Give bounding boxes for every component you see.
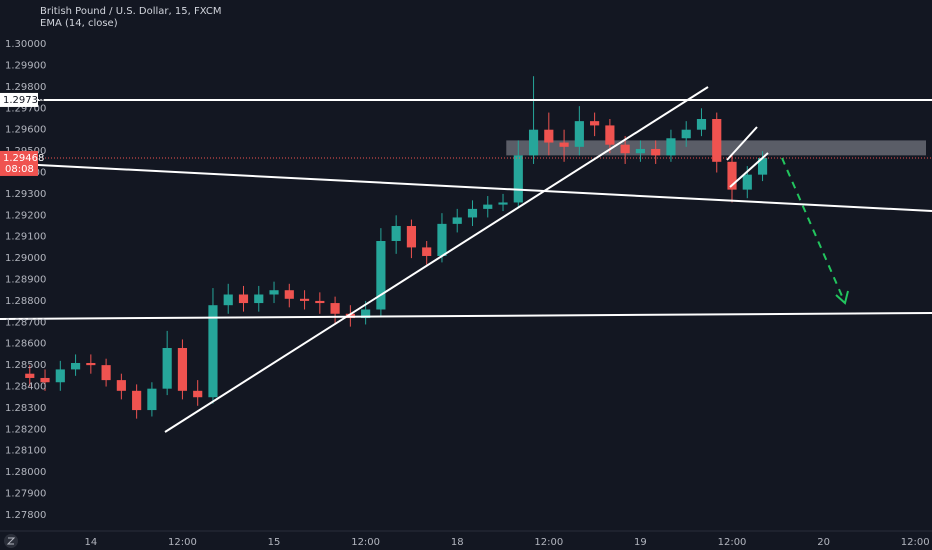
y-tick-label: 1.29200 [5,210,46,221]
candle-body [483,204,493,209]
trend-line [0,162,932,212]
y-tick-label: 1.28200 [5,424,46,435]
y-tick-label: 1.28100 [5,446,46,457]
y-tick-label: 1.28500 [5,360,46,371]
y-tick-label: 1.27900 [5,489,46,500]
candle-body [467,208,478,218]
candle-body [132,390,142,411]
y-tick-label: 1.29900 [5,60,46,71]
channel-line [726,126,758,161]
last-price-label: 1.29468 [3,153,44,164]
logo-icon [6,537,16,545]
candle-body [406,226,417,248]
candle-body [422,247,432,256]
y-tick-label: 1.28300 [5,403,46,414]
candle-body [605,125,615,145]
candle-body [269,290,279,295]
x-tick-label: 15 [268,537,281,548]
candle-body [376,240,386,310]
level-label: 1.29739 [3,95,44,106]
x-tick-label: 12:00 [168,537,197,548]
candle-body [147,388,157,411]
trend-line [164,86,709,433]
x-tick-label: 20 [817,537,830,548]
overlay: 1.27800 1.27900 1.28000 1.28100 1.28200 1.283… [0,39,930,548]
candle-body [757,157,768,175]
candle-body [162,348,172,389]
x-tick-label: 12:00 [351,537,380,548]
candle-body [361,309,371,319]
candle-body [391,226,401,241]
trend-line [0,312,932,320]
candle-body [498,202,508,205]
y-tick-label: 1.27800 [5,510,46,521]
x-tick-label: 12:00 [534,537,563,548]
candle-body [299,298,310,301]
plot-area [0,76,932,419]
x-tick-label: 12:00 [901,537,930,548]
y-tick-label: 1.28900 [5,275,46,286]
candle-body [101,365,111,381]
candle-body [86,362,96,366]
x-tick-label: 18 [451,537,464,548]
y-tick-label: 1.28400 [5,382,46,393]
candle-body [544,129,554,143]
candle-body [696,118,707,130]
candle-body [742,174,752,190]
y-tick-label: 1.29300 [5,189,46,200]
candle-body [177,348,188,391]
y-tick-label: 1.30000 [5,39,46,50]
drawings [0,86,932,433]
x-tick-label: 19 [634,537,647,548]
candle-body [651,148,661,156]
x-tick-label: 14 [84,537,97,548]
candle-body [681,129,691,139]
y-tick-label: 1.28600 [5,339,46,350]
channel-line [729,152,769,188]
candle-body [193,390,203,398]
candle-body [666,138,676,156]
candle-body [208,305,218,398]
candle-body [223,294,233,306]
y-tick-label: 1.28700 [5,317,46,328]
candle-body [254,294,264,304]
level-label-box [0,92,38,107]
y-tick-label: 1.28000 [5,467,46,478]
x-tick-label: 12:00 [718,537,747,548]
candle-body [70,362,81,370]
candle-body [40,377,50,383]
last-price-box [0,150,38,176]
indicator-label: EMA (14, close) [40,18,118,29]
arrow-head [835,290,849,305]
candle-body [284,290,294,299]
countdown-label: 08:08 [5,164,34,175]
candle-body [55,369,65,383]
candle-body [452,217,462,224]
candle-body [727,161,737,190]
candle-body [238,294,249,304]
candle-body [116,380,126,391]
candle-body [25,373,35,378]
y-tick-label: 1.29000 [5,253,46,264]
candle-body [574,121,584,147]
forecast-arrow [781,157,846,304]
candle-body [528,129,539,156]
candle-body [330,303,340,314]
candle-body [559,142,569,147]
chart-title: British Pound / U.S. Dollar, 15, FXCM [40,6,221,17]
candle-body [437,223,447,256]
y-tick-label: 1.29100 [5,232,46,243]
candle-body [513,155,523,203]
y-tick-label: 1.28800 [5,296,46,307]
y-tick-label: 1.29600 [5,125,46,136]
candle-body [712,118,722,162]
candle-body [620,144,630,154]
candle-body [590,121,600,126]
y-tick-label: 1.29800 [5,82,46,93]
candle-body [315,300,325,304]
candle-body [635,148,645,154]
y-tick-label: 1.29700 [5,103,46,114]
